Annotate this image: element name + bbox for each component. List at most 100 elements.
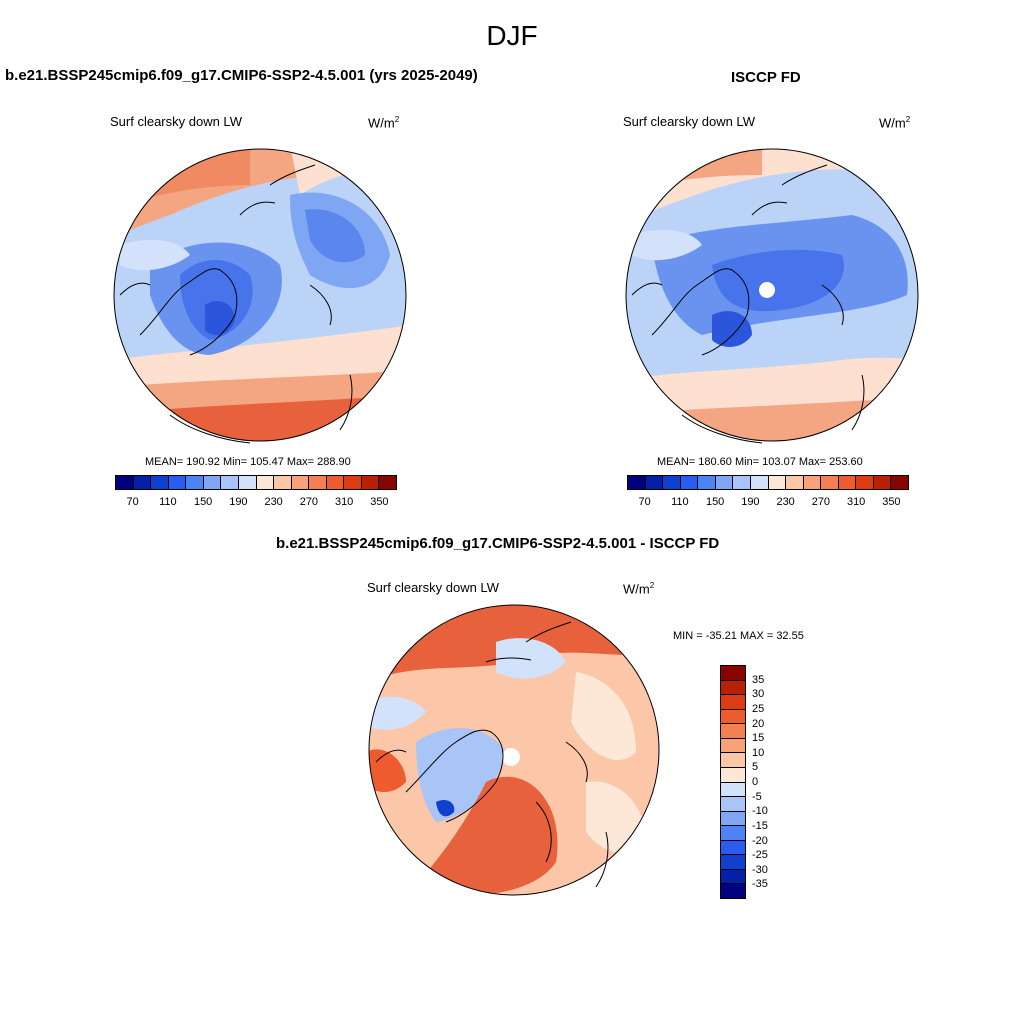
diff-colorbar-swatch: [721, 695, 745, 710]
right-colorbar-tick-label: 150: [705, 496, 725, 508]
left-colorbar: [115, 475, 397, 490]
left-stats-label: MEAN= 190.92 Min= 105.47 Max= 288.90: [145, 456, 351, 468]
right-colorbar-swatch: [786, 476, 804, 489]
left-colorbar-swatch: [361, 476, 380, 489]
diff-colorbar-tick-label: -25: [752, 849, 768, 862]
right-colorbar-swatch: [838, 476, 857, 489]
right-colorbar-swatch: [873, 476, 892, 489]
diff-polar-map: [368, 604, 660, 896]
diff-colorbar-tick-label: 5: [752, 761, 759, 774]
diff-colorbar-swatch: [721, 666, 745, 681]
right-colorbar-ticks: 70 110 150 190 230 270 310 350: [627, 496, 909, 510]
diff-colorbar-swatch: [721, 884, 745, 898]
diff-colorbar-swatch: [721, 724, 745, 739]
right-colorbar-swatch: [821, 476, 839, 489]
right-colorbar-swatch: [891, 476, 908, 489]
diff-stats-label: MIN = -35.21 MAX = 32.55: [673, 630, 804, 642]
diff-colorbar-tick-label: 10: [752, 746, 765, 759]
left-polar-map: [113, 148, 407, 444]
diff-colorbar-tick-label: 15: [752, 732, 765, 745]
right-colorbar-tick-label: 70: [638, 496, 651, 508]
left-colorbar-swatch: [133, 476, 152, 489]
right-colorbar-swatch: [715, 476, 734, 489]
diff-colorbar-tick-label: -35: [752, 878, 768, 891]
left-colorbar-tick-label: 270: [299, 496, 319, 508]
diff-colorbar-tick-label: -30: [752, 863, 768, 876]
right-polar-map: [625, 148, 919, 444]
diff-colorbar-tick-label: 35: [752, 673, 765, 686]
diff-colorbar: [720, 665, 746, 899]
right-colorbar-swatch: [856, 476, 874, 489]
right-colorbar-swatch: [645, 476, 664, 489]
left-colorbar-swatch: [221, 476, 239, 489]
left-colorbar-swatch: [326, 476, 345, 489]
right-colorbar-swatch: [768, 476, 787, 489]
right-colorbar-tick-label: 110: [671, 496, 689, 508]
left-colorbar-swatch: [309, 476, 327, 489]
right-colorbar-tick-label: 270: [811, 496, 831, 508]
diff-colorbar-tick-label: -20: [752, 834, 768, 847]
diff-colorbar-tick-label: 0: [752, 776, 759, 788]
left-colorbar-swatch: [291, 476, 310, 489]
left-colorbar-tick-label: 70: [126, 496, 139, 508]
right-panel-title: ISCCP FD: [731, 69, 801, 86]
left-colorbar-swatch: [203, 476, 222, 489]
right-colorbar-tick-label: 190: [741, 496, 760, 508]
left-colorbar-tick-label: 230: [264, 496, 283, 508]
left-colorbar-swatch: [116, 476, 134, 489]
right-variable-label: Surf clearsky down LW: [623, 114, 755, 129]
left-colorbar-tick-label: 190: [229, 496, 248, 508]
right-colorbar-swatch: [628, 476, 646, 489]
left-colorbar-swatch: [274, 476, 292, 489]
diff-colorbar-swatch: [721, 680, 745, 696]
diff-colorbar-swatch: [721, 855, 745, 870]
diff-panel-title: b.e21.BSSP245cmip6.f09_g17.CMIP6-SSP2-4.…: [276, 535, 720, 552]
diff-colorbar-ticks: 35 30 25 20 15 10 5 0 -5 -10 -15 -20 -25 -30 -35: [752, 665, 782, 899]
left-colorbar-swatch: [186, 476, 204, 489]
diff-colorbar-swatch: [721, 753, 745, 768]
left-colorbar-swatch: [344, 476, 362, 489]
diff-units-label: W/m2: [623, 581, 655, 597]
diff-variable-label: Surf clearsky down LW: [367, 580, 499, 595]
left-colorbar-tick-label: 350: [370, 496, 389, 508]
diff-colorbar-tick-label: -15: [752, 819, 768, 832]
right-colorbar-swatch: [803, 476, 822, 489]
diff-colorbar-swatch: [721, 840, 745, 856]
left-colorbar-swatch: [238, 476, 257, 489]
right-colorbar-swatch: [680, 476, 699, 489]
left-colorbar-swatch: [151, 476, 169, 489]
diff-colorbar-tick-label: 25: [752, 702, 765, 715]
diff-colorbar-swatch: [721, 709, 745, 725]
left-colorbar-tick-label: 150: [193, 496, 213, 508]
right-stats-label: MEAN= 180.60 Min= 103.07 Max= 253.60: [657, 456, 863, 468]
diff-colorbar-tick-label: -5: [752, 790, 762, 803]
right-colorbar-tick-label: 350: [882, 496, 901, 508]
right-colorbar-swatch: [750, 476, 769, 489]
right-colorbar-swatch: [663, 476, 681, 489]
diff-colorbar-tick-label: -10: [752, 805, 768, 818]
left-colorbar-tick-label: 310: [334, 496, 354, 508]
left-panel-title: b.e21.BSSP245cmip6.f09_g17.CMIP6-SSP2-4.…: [5, 67, 478, 84]
season-title: DJF: [486, 20, 538, 51]
right-colorbar: [627, 475, 909, 490]
diff-colorbar-swatch: [721, 797, 745, 812]
left-colorbar-swatch: [379, 476, 396, 489]
diff-colorbar-tick-label: 30: [752, 688, 765, 701]
right-colorbar-tick-label: 230: [776, 496, 795, 508]
diff-colorbar-swatch: [721, 782, 745, 798]
right-colorbar-swatch: [733, 476, 751, 489]
left-colorbar-ticks: 70 110 150 190 230 270 310 350: [115, 496, 397, 510]
diff-colorbar-swatch: [721, 811, 745, 827]
left-variable-label: Surf clearsky down LW: [110, 114, 242, 129]
left-colorbar-swatch: [168, 476, 187, 489]
diff-colorbar-swatch: [721, 767, 745, 783]
left-units-label: W/m2: [368, 115, 400, 131]
diff-colorbar-swatch: [721, 869, 745, 885]
left-colorbar-tick-label: 110: [159, 496, 177, 508]
diff-colorbar-tick-label: 20: [752, 717, 765, 730]
left-colorbar-swatch: [256, 476, 275, 489]
right-colorbar-swatch: [698, 476, 716, 489]
right-colorbar-tick-label: 310: [846, 496, 866, 508]
diff-colorbar-swatch: [721, 826, 745, 841]
right-units-label: W/m2: [879, 115, 911, 131]
